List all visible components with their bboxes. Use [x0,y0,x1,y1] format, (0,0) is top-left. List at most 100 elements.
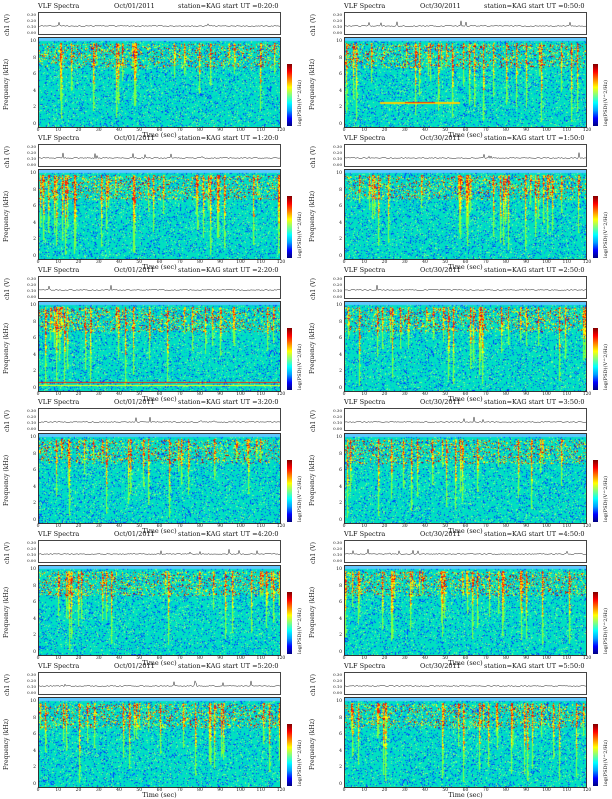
xlabel-time: Time (sec) [448,527,483,535]
xlabel-time: Time (sec) [142,659,177,667]
frequency-tick-label: 2 [339,369,342,374]
time-tick-label: 30 [95,524,102,529]
time-tick-label: 10 [361,524,368,529]
waveform-strip [344,408,587,431]
panel-station-info: station=KAG start UT =0:20:0 [178,2,279,10]
time-tick-label: 80 [503,128,509,133]
time-tick-label: 30 [401,656,408,661]
voltage-tick-label: 0.20 [333,18,342,23]
panel-title-text: VLF Spectra [38,530,80,538]
frequency-tick-label: 6 [339,468,342,473]
time-tick-label: 20 [75,524,82,529]
spectrogram-plot [344,565,587,656]
waveform-svg [345,20,586,27]
frequency-tick-label: 4 [339,352,342,358]
frequency-tick-label: 2 [339,105,342,110]
panel-date: Oct/01/2011 [114,398,155,406]
colorbar [593,724,598,786]
voltage-ticks: 0.30 0.20 0.10 0.00 [22,12,37,36]
colorbar-label: log(PSD)(V^2/Hz) [603,211,609,258]
time-tick-label: 0 [342,128,346,133]
time-tick-label: 30 [95,788,102,793]
waveform-strip [38,672,281,695]
ylabel-frequency: Frequency (kHz) [309,58,316,110]
time-tick-label: 30 [95,260,102,265]
time-tick-label: 70 [482,524,489,529]
voltage-tick-label: 0.20 [27,150,36,155]
time-tick-label: 30 [401,524,408,529]
frequency-tick-label: 6 [339,204,342,209]
time-tick-label: 10 [55,788,62,793]
frequency-ticks: 10 8 6 4 2 0 [22,433,37,525]
colorbar [287,64,292,126]
xlabel-time: Time (sec) [448,395,483,403]
time-tick-label: 40 [422,392,428,397]
panel-title: VLF Spectra Oct/01/2011 station=KAG star… [38,662,288,671]
time-tick-label: 40 [116,656,122,661]
waveform-svg [39,21,280,27]
xlabel-time: Time (sec) [142,263,177,271]
ylabel-frequency: Frequency (kHz) [3,586,10,638]
time-tick-label: 70 [482,656,489,661]
time-tick-label: 20 [381,656,388,661]
time-tick-label: 90 [217,128,224,133]
frequency-tick-label: 8 [33,55,36,61]
voltage-tick-label: 0.30 [333,672,342,677]
waveform-line [39,417,280,423]
panel-date: Oct/01/2011 [114,2,155,10]
spectrogram-plot [344,433,587,524]
time-tick-label: 30 [401,392,408,397]
time-tick-label: 0 [342,260,346,265]
time-tick-label: 70 [176,392,183,397]
time-ticks: 0 10 20 30 40 50 60 70 80 90 100 110 120 [37,392,286,398]
frequency-tick-label: 10 [30,567,36,572]
ylabel-ch1: ch1 (V) [4,410,11,432]
spectrogram-panel: VLF Spectra Oct/30/2011 station=KAG star… [306,528,612,667]
time-tick-label: 10 [361,128,368,133]
voltage-ticks: 0.30 0.20 0.10 0.00 [22,540,37,564]
voltage-tick-label: 0.00 [333,294,342,299]
panel-title-text: VLF Spectra [38,2,80,10]
time-tick-label: 60 [156,524,163,529]
spectrogram-panel: VLF Spectra Oct/30/2011 station=KAG star… [306,660,612,799]
voltage-ticks: 0.30 0.20 0.10 0.00 [22,408,37,432]
voltage-ticks: 0.30 0.20 0.10 0.00 [328,276,343,300]
time-tick-label: 60 [462,524,469,529]
time-tick-label: 40 [116,128,122,133]
colorbar-label: log(PSD)(V^2/Hz) [297,211,303,258]
frequency-tick-label: 6 [339,732,342,737]
voltage-tick-label: 0.00 [333,162,342,167]
frequency-tick-label: 6 [339,600,342,605]
time-tick-label: 90 [217,392,224,397]
ylabel-frequency: Frequency (kHz) [309,190,316,242]
colorbar-label: log(PSD)(V^2/Hz) [603,739,609,786]
frequency-tick-label: 8 [33,187,36,193]
spectrogram-canvas [39,566,280,655]
voltage-tick-label: 0.10 [333,156,342,161]
waveform-strip [344,144,587,167]
voltage-ticks: 0.30 0.20 0.10 0.00 [328,144,343,168]
frequency-tick-label: 10 [336,171,342,176]
panel-title: VLF Spectra Oct/30/2011 station=KAG star… [344,266,594,275]
time-ticks: 0 10 20 30 40 50 60 70 80 90 100 110 120 [37,524,286,530]
frequency-tick-label: 0 [33,649,36,655]
waveform-svg [345,416,586,423]
waveform-line [39,549,280,556]
voltage-tick-label: 0.20 [27,18,36,23]
frequency-tick-label: 10 [336,303,342,308]
colorbar [593,460,598,522]
panel-station-info: station=KAG start UT =3:50:0 [484,398,585,406]
time-tick-label: 50 [442,788,449,793]
time-tick-label: 30 [95,392,102,397]
frequency-tick-label: 4 [339,616,342,622]
frequency-tick-label: 8 [339,55,342,61]
time-tick-label: 90 [523,788,530,793]
frequency-tick-label: 8 [33,583,36,589]
time-tick-label: 90 [523,128,530,133]
frequency-tick-label: 8 [339,715,342,721]
time-tick-label: 20 [75,392,82,397]
time-tick-label: 50 [442,524,449,529]
time-tick-label: 120 [276,260,286,265]
frequency-tick-label: 2 [33,501,36,506]
frequency-tick-label: 0 [339,517,342,523]
